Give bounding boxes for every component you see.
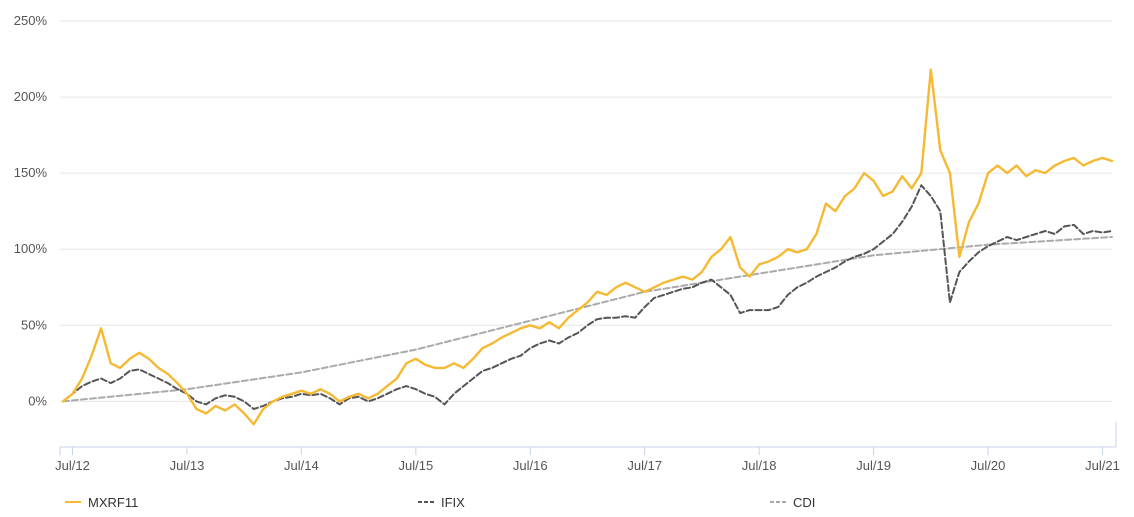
series-line-mxrf11 [61, 68, 1114, 426]
y-axis-tick-labels: 250% 200% 150% 100% 50% 0% [14, 13, 48, 408]
gridlines [60, 20, 1112, 402]
x-tick-label: Jul/14 [284, 458, 319, 473]
x-tick-label: Jul/17 [627, 458, 662, 473]
y-tick-label: 0% [28, 393, 47, 408]
y-tick-label: 200% [14, 89, 48, 104]
legend-item-ifix[interactable]: IFIX [418, 495, 465, 510]
x-tick-label: Jul/20 [971, 458, 1006, 473]
x-tick-label: Jul/15 [398, 458, 433, 473]
x-tick-label: Jul/18 [742, 458, 777, 473]
x-tick-label: Jul/19 [856, 458, 891, 473]
series-line-cdi [62, 236, 1113, 403]
x-axis: Jul/12 Jul/13 Jul/14 Jul/15 Jul/16 Jul/17 Jul/… [55, 422, 1120, 473]
legend-label: CDI [793, 495, 815, 510]
legend-label: MXRF11 [88, 495, 138, 510]
y-tick-label: 250% [14, 13, 48, 28]
x-tick-label: Jul/12 [55, 458, 90, 473]
series-line-ifix [62, 184, 1113, 410]
legend-label: IFIX [441, 495, 465, 510]
series-lines [61, 68, 1114, 426]
y-tick-label: 100% [14, 241, 48, 256]
legend-item-mxrf11[interactable]: MXRF11 [65, 495, 138, 510]
x-tick-label: Jul/16 [513, 458, 548, 473]
legend: MXRF11 IFIX CDI [65, 495, 815, 510]
legend-item-cdi[interactable]: CDI [770, 495, 815, 510]
x-tick-label: Jul/21 [1085, 458, 1120, 473]
y-tick-label: 150% [14, 165, 48, 180]
y-tick-label: 50% [21, 317, 47, 332]
x-tick-label: Jul/13 [170, 458, 205, 473]
